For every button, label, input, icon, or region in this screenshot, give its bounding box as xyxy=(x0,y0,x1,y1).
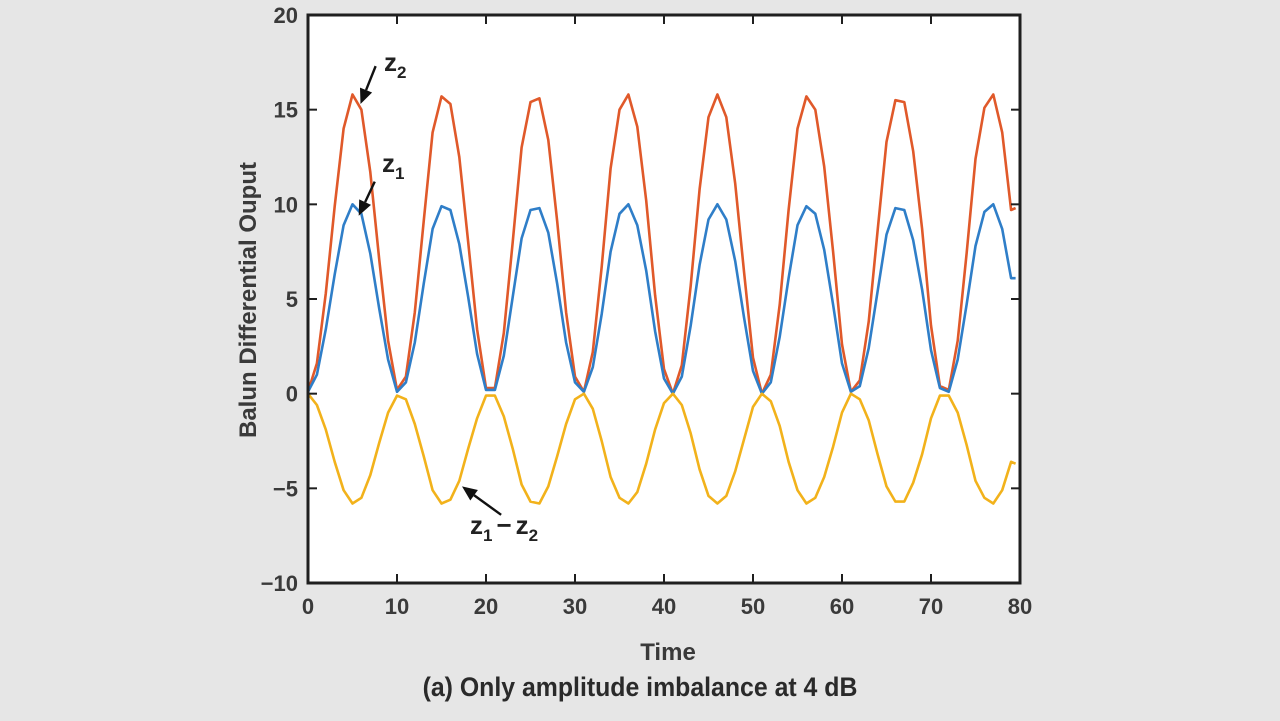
series-line-z1 xyxy=(306,203,1016,395)
y-axis: −10 −5 0 5 10 15 20 xyxy=(261,3,1020,596)
figure-caption: (a) Only amplitude imbalance at 4 dB xyxy=(422,672,858,702)
annotation-arrow-z1-minus-z2 xyxy=(473,494,502,516)
x-axis: 0 10 20 30 40 50 60 70 80 xyxy=(302,15,1032,619)
y-tick-label: −10 xyxy=(261,571,298,596)
annotation-arrowhead-z2 xyxy=(360,87,373,104)
y-tick-label: 0 xyxy=(286,382,298,407)
series-line-z1-minus-z2 xyxy=(306,392,1017,505)
x-tick-label: 30 xyxy=(563,594,587,619)
x-tick-label: 20 xyxy=(474,594,498,619)
annotation-label-z1-minus-z2: z1− z2 xyxy=(470,510,538,545)
x-tick-label: 10 xyxy=(385,594,409,619)
plot-background xyxy=(308,15,1020,583)
y-tick-label: 20 xyxy=(274,3,298,28)
x-tick-label: 60 xyxy=(830,594,854,619)
series-group xyxy=(306,93,1017,505)
series-line-z2 xyxy=(306,93,1017,395)
x-tick-label: 40 xyxy=(652,594,676,619)
y-tick-label: −5 xyxy=(273,476,298,501)
y-tick-label: 10 xyxy=(274,192,298,217)
annotation-label-z2: z2 xyxy=(384,47,406,82)
annotation-z1: z1 xyxy=(358,148,404,216)
y-axis-label: Balun Differential Ouput xyxy=(235,162,262,438)
y-tick-label: 5 xyxy=(286,287,298,312)
x-tick-label: 50 xyxy=(741,594,765,619)
x-tick-label: 0 xyxy=(302,594,314,619)
annotation-z1-minus-z2: z1− z2 xyxy=(462,486,538,545)
x-tick-label: 80 xyxy=(1008,594,1032,619)
annotation-arrow-z1 xyxy=(364,181,376,203)
annotation-arrowhead-z1-minus-z2 xyxy=(462,486,478,501)
y-tick-label: 15 xyxy=(274,98,298,123)
annotation-label-z1: z1 xyxy=(382,148,404,183)
annotation-z2: z2 xyxy=(360,47,406,104)
annotation-arrow-z2 xyxy=(364,65,377,91)
annotation-arrowhead-z1 xyxy=(358,199,371,216)
x-axis-label: Time xyxy=(640,639,696,666)
x-tick-label: 70 xyxy=(919,594,943,619)
